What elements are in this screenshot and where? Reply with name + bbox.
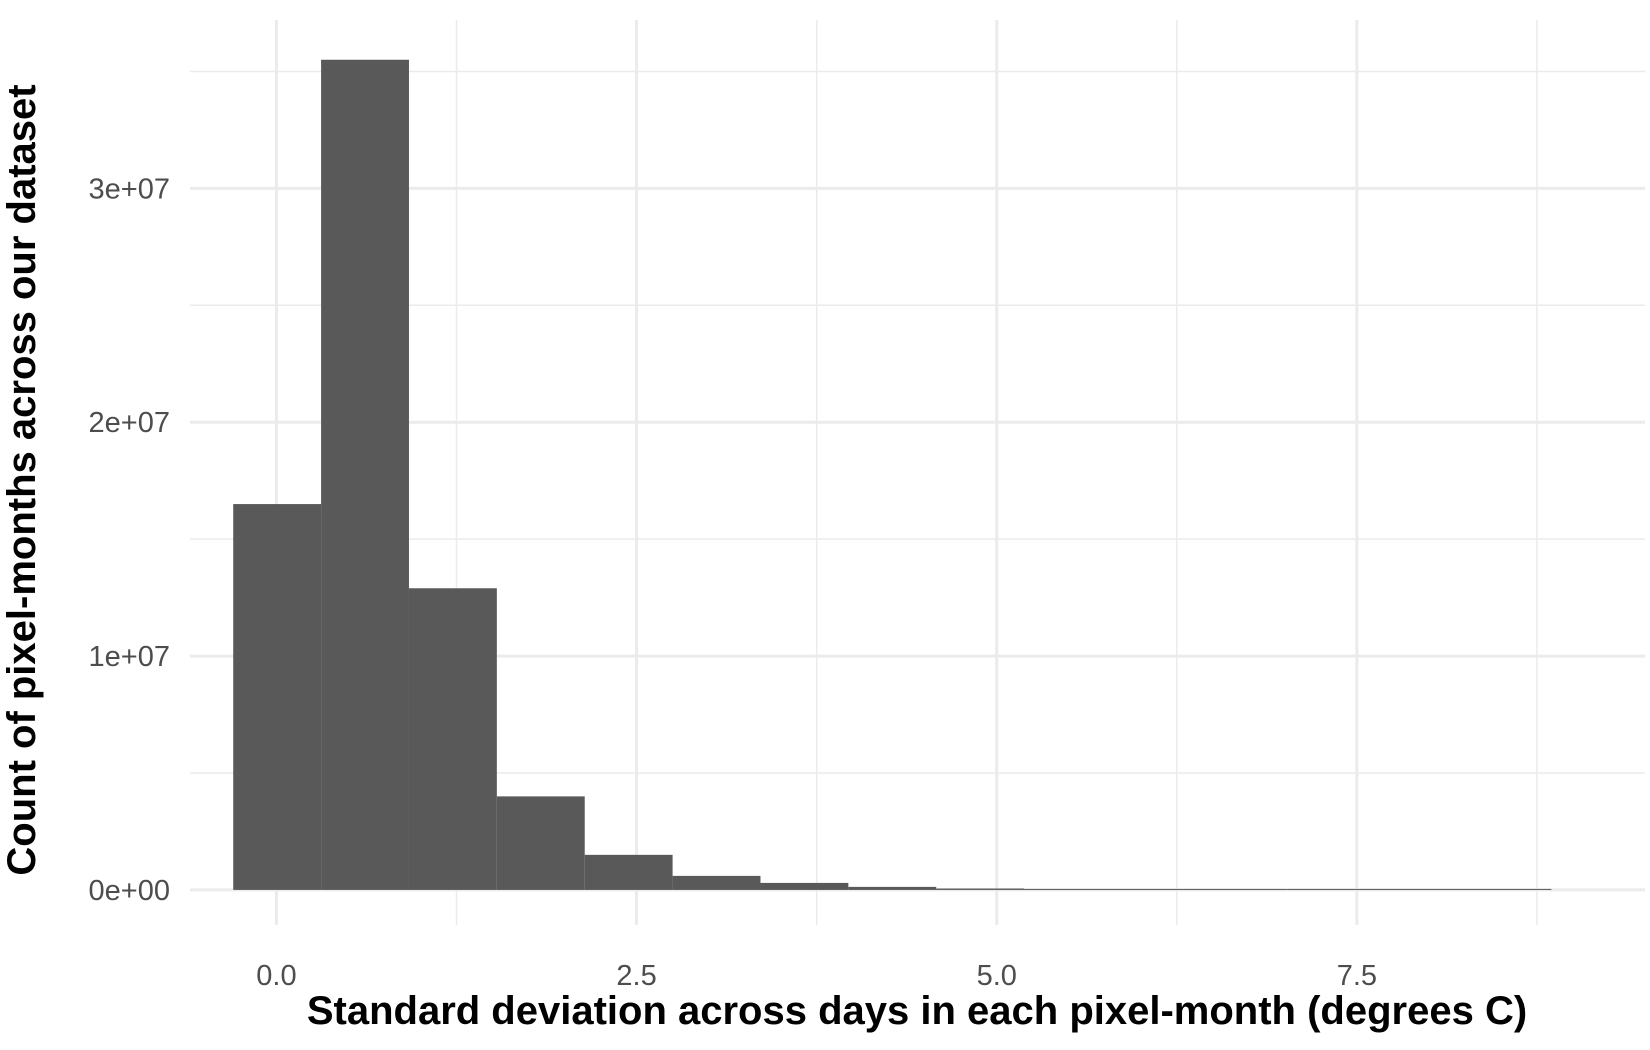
x-tick-label-2: 5.0 <box>977 960 1017 992</box>
histogram-bar-2 <box>408 588 497 890</box>
x-tick-label-0: 0.0 <box>256 960 296 992</box>
histogram-bar-11 <box>1199 888 1288 890</box>
histogram-bar-4 <box>584 854 673 890</box>
histogram-bar-9 <box>1024 888 1112 890</box>
y-tick-label-3: 3e+07 <box>89 173 170 205</box>
x-tick-label-1: 2.5 <box>616 960 656 992</box>
histogram-bar-1 <box>321 59 409 890</box>
histogram-bar-5 <box>672 875 761 890</box>
y-tick-label-2: 2e+07 <box>89 407 170 439</box>
x-axis-tick-labels: 0.0 2.5 5.0 7.5 <box>256 960 1377 992</box>
x-tick-label-3: 7.5 <box>1337 960 1377 992</box>
y-tick-label-1: 1e+07 <box>89 641 170 673</box>
histogram-bar-0 <box>233 504 322 890</box>
histogram-bar-14 <box>1463 888 1552 890</box>
histogram-bar-12 <box>1287 888 1376 890</box>
y-axis-title: Count of pixel-months across our dataset <box>0 84 44 875</box>
histogram-bar-6 <box>760 882 849 890</box>
x-axis-title: Standard deviation across days in each p… <box>307 989 1527 1033</box>
histogram-bar-10 <box>1111 888 1200 890</box>
y-axis-tick-labels: 0e+00 1e+07 2e+07 3e+07 <box>89 173 170 907</box>
histogram-bar-7 <box>848 886 937 890</box>
y-tick-label-0: 0e+00 <box>89 875 170 907</box>
histogram-bar-3 <box>496 796 585 890</box>
histogram-bar-13 <box>1375 888 1464 890</box>
histogram-bar-8 <box>936 888 1025 890</box>
histogram-bars <box>233 59 1552 890</box>
